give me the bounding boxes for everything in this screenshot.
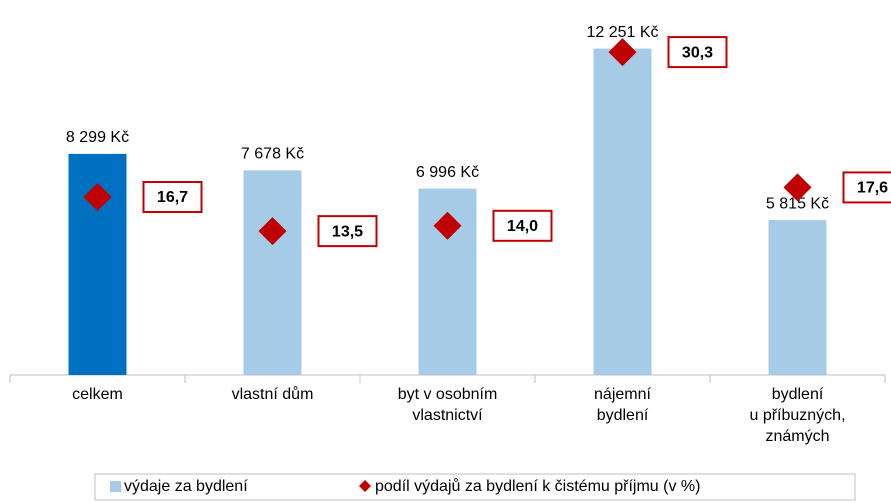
- value-box: [667, 36, 728, 69]
- diamond-marker: [433, 211, 462, 240]
- x-tick-label: bydlení u příbuzných, známých: [749, 386, 846, 445]
- legend-label: výdaje za bydlení: [124, 478, 248, 495]
- axis-ticks: [9, 375, 886, 383]
- diamond-marker: [258, 217, 287, 246]
- value-box: [317, 215, 378, 248]
- value-box: [492, 209, 553, 242]
- diamond-label: 30,3: [682, 44, 713, 61]
- legend-box: [94, 473, 856, 501]
- legend-marker: [359, 480, 371, 492]
- diamond-marker: [608, 38, 637, 67]
- x-tick-label: celkem: [72, 386, 123, 403]
- legend-marker: [110, 481, 121, 492]
- value-box: [842, 171, 891, 204]
- bar: [768, 220, 827, 375]
- bar: [593, 48, 652, 375]
- bar-label: 7 678 Kč: [241, 146, 304, 163]
- bar: [243, 170, 302, 375]
- diamond-label: 13,5: [332, 223, 363, 240]
- diamond-label: 14,0: [507, 218, 538, 235]
- diamond-marker: [83, 183, 112, 212]
- bar-label: 6 996 Kč: [416, 164, 479, 181]
- diamond-marker: [783, 173, 812, 202]
- bar-label: 12 251 Kč: [586, 24, 658, 41]
- diamond-label: 16,7: [157, 189, 188, 206]
- value-box: [142, 181, 203, 214]
- x-tick-label: byt v osobním vlastnictví: [397, 386, 498, 424]
- bar-label: 5 815 Kč: [766, 195, 829, 212]
- diamond-label: 17,6: [857, 180, 888, 197]
- bar-label: 8 299 Kč: [66, 129, 129, 146]
- x-tick-label: vlastní dům: [231, 386, 314, 403]
- legend-label: podíl výdajů za bydlení k čistému příjmu…: [375, 478, 701, 495]
- x-tick-label: nájemní bydlení: [594, 386, 651, 424]
